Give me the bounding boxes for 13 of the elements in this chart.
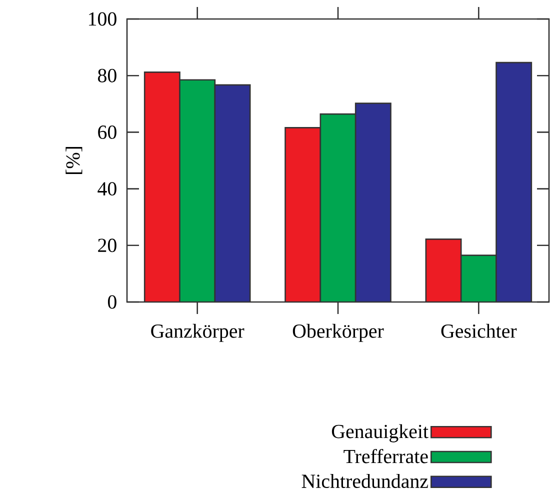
legend-label: Nichtredundanz — [302, 474, 428, 488]
y-tick-label: 100 — [89, 12, 116, 26]
y-tick-label: 0 — [108, 295, 116, 309]
legend-label: Genauigkeit — [332, 424, 428, 442]
x-tick-label: Ganzkörper — [151, 324, 244, 342]
y-tick-label: 80 — [98, 68, 116, 82]
y-tick-label: 20 — [98, 238, 116, 252]
y-tick-label: 40 — [98, 182, 116, 196]
y-axis-title: [%] — [66, 147, 82, 174]
x-tick-label: Oberkörper — [292, 324, 384, 342]
legend-label: Trefferrate — [344, 448, 428, 464]
y-tick-label: 60 — [98, 125, 116, 139]
x-tick-label: Gesichter — [441, 324, 517, 338]
